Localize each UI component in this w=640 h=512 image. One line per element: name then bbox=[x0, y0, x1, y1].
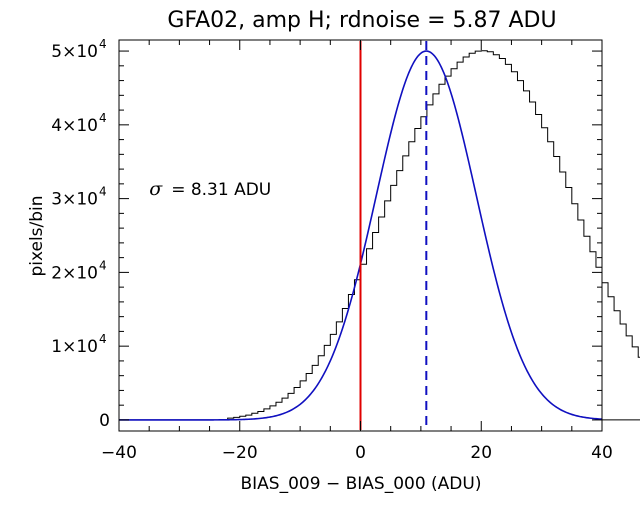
x-tick-label: 40 bbox=[591, 443, 613, 463]
y-tick-label: 0 bbox=[99, 411, 110, 431]
x-tick-label: −40 bbox=[101, 443, 137, 463]
y-tick-exponent: 4 bbox=[99, 185, 107, 199]
y-tick-label: 1×10 bbox=[51, 337, 98, 357]
y-tick-exponent: 4 bbox=[99, 258, 107, 272]
y-tick-exponent: 4 bbox=[99, 332, 107, 346]
x-axis-label: BIAS_009 − BIAS_000 (ADU) bbox=[241, 474, 482, 494]
x-tick-label: 20 bbox=[470, 443, 492, 463]
x-axis-ticks: −40 −20 0 20 40 bbox=[101, 40, 613, 463]
histogram-steps bbox=[119, 50, 640, 421]
y-tick-label: 2×10 bbox=[51, 263, 98, 283]
y-tick-exponent: 4 bbox=[99, 111, 107, 125]
y-tick-label: 5×10 bbox=[51, 42, 98, 62]
y-tick-label: 4×10 bbox=[51, 116, 98, 136]
y-tick-label: 3×10 bbox=[51, 190, 98, 210]
y-axis-ticks: 01×10 42×10 43×10 44×10 45×10 4 bbox=[51, 37, 602, 431]
sigma-annotation: σ = 8.31 ADU bbox=[149, 178, 271, 200]
y-axis-label: pixels/bin bbox=[27, 195, 47, 276]
x-tick-label: 0 bbox=[355, 443, 366, 463]
x-tick-label: −20 bbox=[222, 443, 258, 463]
y-tick-exponent: 4 bbox=[99, 37, 107, 51]
plot-area bbox=[118, 39, 640, 432]
vertical-markers bbox=[359, 41, 428, 430]
chart-title: GFA02, amp H; rdnoise = 5.87 ADU bbox=[167, 8, 556, 33]
sigma-symbol: σ bbox=[149, 178, 163, 200]
sigma-value-text: = 8.31 ADU bbox=[171, 180, 271, 200]
